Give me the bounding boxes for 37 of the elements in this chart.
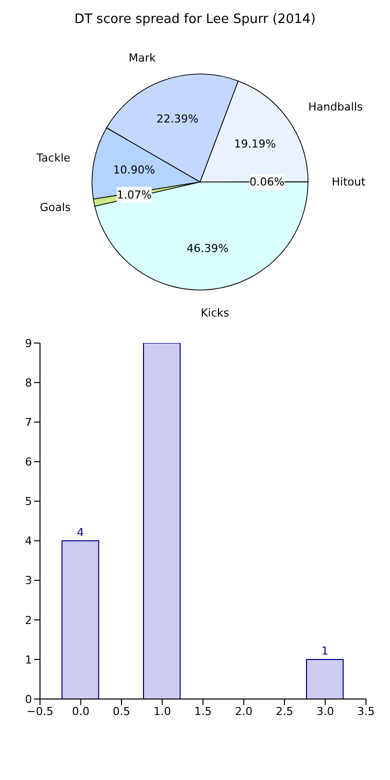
x-tick-label: 2.0 <box>235 704 252 718</box>
y-tick-label: 3 <box>25 574 32 588</box>
bar <box>306 658 344 699</box>
x-tick-label: 1.0 <box>154 704 171 718</box>
data-label: 1 <box>321 644 328 658</box>
y-tick-label: 5 <box>25 495 32 508</box>
data-label: 10.90% <box>113 163 156 176</box>
y-tick-label: 9 <box>25 336 32 350</box>
x-tick-label: 1.5 <box>194 704 212 718</box>
slice-label: Kicks <box>200 306 230 320</box>
x-tick-label: 3.0 <box>316 704 334 718</box>
chart-title: DT score spread for Lee Spurr (2014) <box>73 12 317 27</box>
x-tick-label: 3.5 <box>357 704 375 718</box>
y-tick-label: 6 <box>25 456 32 469</box>
data-label: 0.06% <box>249 175 284 188</box>
slice-label: Handballs <box>308 100 364 114</box>
x-tick-label: 0.5 <box>112 704 130 718</box>
y-tick-label: 0 <box>25 692 32 706</box>
y-tick-label: 4 <box>25 534 32 548</box>
y-tick-label: 8 <box>25 376 32 390</box>
bar <box>62 540 100 699</box>
y-tick-label: 7 <box>25 416 32 430</box>
data-label: 4 <box>76 526 84 539</box>
y-tick-label: 2 <box>25 614 32 627</box>
data-label: 46.39% <box>186 242 229 256</box>
x-tick-label: 2.5 <box>276 704 294 718</box>
slice-label: Hitout <box>332 175 366 188</box>
data-label: 22.39% <box>156 112 199 126</box>
y-tick-label: 1 <box>25 653 32 666</box>
slice-label: Tackle <box>36 152 71 165</box>
data-label: 19.19% <box>234 137 276 150</box>
slice-label: Goals <box>40 200 71 214</box>
x-tick-label: −0.5 <box>26 704 54 718</box>
slice-label: Mark <box>128 51 156 64</box>
data-label: 1.07% <box>116 188 152 202</box>
bar <box>143 343 181 699</box>
x-tick-label: 0.0 <box>72 704 90 718</box>
